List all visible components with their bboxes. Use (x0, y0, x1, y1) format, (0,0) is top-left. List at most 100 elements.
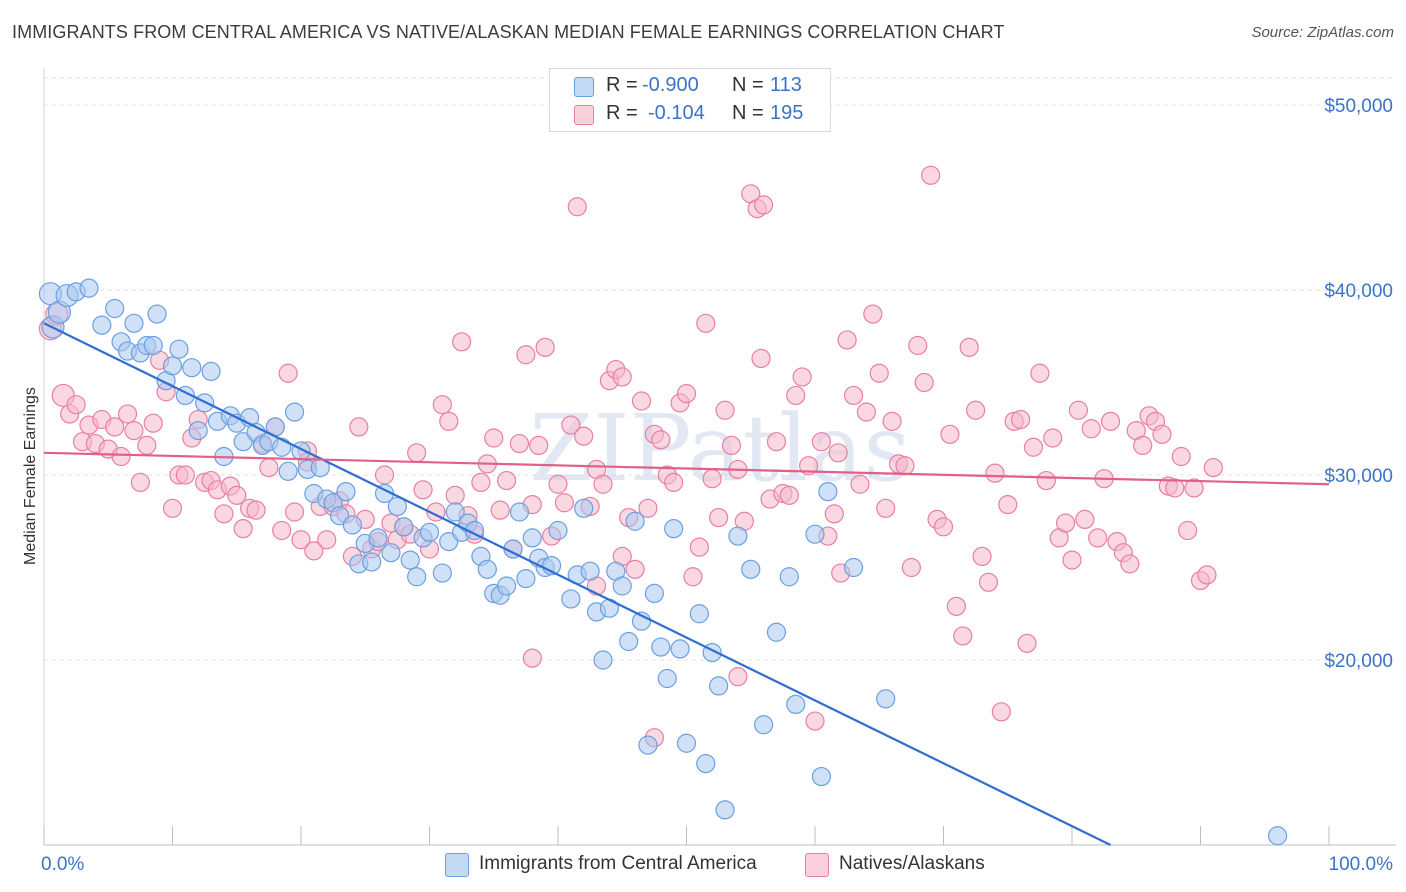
point-natives (567, 197, 587, 217)
point-immigrants (548, 520, 568, 541)
point-natives (124, 421, 144, 441)
point-natives (574, 426, 594, 446)
point-immigrants (516, 568, 536, 589)
point-natives (554, 493, 575, 513)
point-natives (811, 432, 832, 452)
point-immigrants (381, 543, 401, 563)
point-immigrants (574, 498, 594, 518)
point-natives (509, 433, 530, 454)
point-immigrants (162, 356, 183, 376)
point-natives (1055, 513, 1076, 533)
point-natives (1010, 409, 1031, 430)
point-immigrants (644, 583, 664, 604)
point-immigrants (522, 528, 542, 548)
y-tick-label: $40,000 (1324, 281, 1393, 302)
point-immigrants (876, 689, 896, 709)
legend-r-value: -0.104 (648, 102, 705, 124)
point-immigrants (676, 733, 697, 753)
point-natives (1043, 428, 1063, 448)
point-immigrants (664, 519, 684, 539)
point-natives (175, 465, 195, 485)
point-immigrants (419, 522, 440, 542)
point-natives (1184, 478, 1204, 498)
point-immigrants (368, 528, 388, 548)
legend-n-value: 113 (770, 74, 802, 96)
point-natives (291, 530, 311, 550)
point-natives (1197, 565, 1217, 585)
point-natives (227, 485, 247, 505)
point-natives (432, 395, 452, 415)
point-immigrants (439, 531, 459, 552)
point-immigrants (432, 563, 452, 583)
point-natives (117, 404, 138, 424)
point-immigrants (284, 402, 305, 422)
point-immigrants (124, 313, 144, 333)
point-natives (1081, 419, 1101, 439)
point-natives (612, 367, 632, 387)
point-natives (631, 391, 652, 411)
point-immigrants (233, 432, 253, 452)
point-natives (1088, 528, 1108, 548)
point-natives (792, 367, 812, 387)
point-natives (535, 337, 555, 357)
point-natives (105, 417, 125, 437)
point-natives (522, 648, 542, 668)
bottom-legend-label: Immigrants from Central America (479, 853, 757, 874)
point-natives (1152, 424, 1172, 444)
point-natives (259, 458, 279, 478)
point-natives (882, 411, 902, 431)
chart-title: IMMIGRANTS FROM CENTRAL AMERICA VS NATIV… (12, 22, 1005, 42)
point-immigrants (342, 515, 362, 535)
point-immigrants (278, 461, 298, 481)
point-immigrants (477, 559, 497, 579)
legend-r-label: R = (606, 102, 638, 124)
point-natives (933, 517, 954, 537)
point-immigrants (182, 358, 202, 378)
point-natives (1203, 458, 1223, 478)
point-immigrants (696, 753, 716, 774)
point-natives (1017, 633, 1037, 653)
point-immigrants (805, 524, 825, 544)
point-immigrants (201, 361, 221, 381)
point-immigrants (561, 589, 581, 609)
x-tick-label-max: 100.0% (1329, 854, 1394, 875)
legend-r-label: R = (606, 74, 638, 96)
point-natives (233, 519, 253, 539)
legend-swatch-pink (574, 105, 594, 125)
point-immigrants (843, 557, 864, 578)
point-natives (766, 432, 787, 452)
point-natives (753, 195, 774, 215)
point-natives (709, 507, 729, 528)
point-immigrants (818, 482, 838, 502)
trend-lines (43, 322, 1330, 846)
point-immigrants (612, 576, 632, 596)
point-immigrants (509, 502, 530, 522)
point-natives (317, 530, 337, 550)
y-tick-label: $50,000 (1324, 96, 1393, 117)
point-immigrants (779, 567, 799, 587)
point-natives (721, 435, 742, 455)
y-tick-labels: $20,000 $30,000 $40,000 $50,000 (1324, 96, 1393, 672)
point-natives (137, 435, 157, 455)
point-immigrants (169, 339, 189, 359)
trend-line-natives (43, 451, 1330, 486)
point-natives (374, 465, 395, 485)
point-immigrants (689, 604, 709, 624)
legend-n-value: 195 (770, 102, 804, 124)
point-natives (1178, 520, 1198, 541)
point-natives (856, 402, 877, 422)
point-immigrants (329, 506, 350, 526)
point-natives (1171, 446, 1191, 467)
bottom-legend-swatch-pink (805, 853, 829, 877)
point-immigrants (766, 622, 787, 642)
point-immigrants (143, 335, 163, 356)
correlation-legend: R = -0.900 N = 113 R = -0.104 N = 195 (549, 68, 831, 132)
point-natives (439, 411, 459, 431)
point-natives (413, 480, 433, 500)
point-natives (1100, 411, 1121, 431)
point-natives (972, 546, 992, 567)
point-natives (843, 385, 864, 406)
point-immigrants (394, 517, 414, 537)
point-natives (805, 711, 825, 731)
